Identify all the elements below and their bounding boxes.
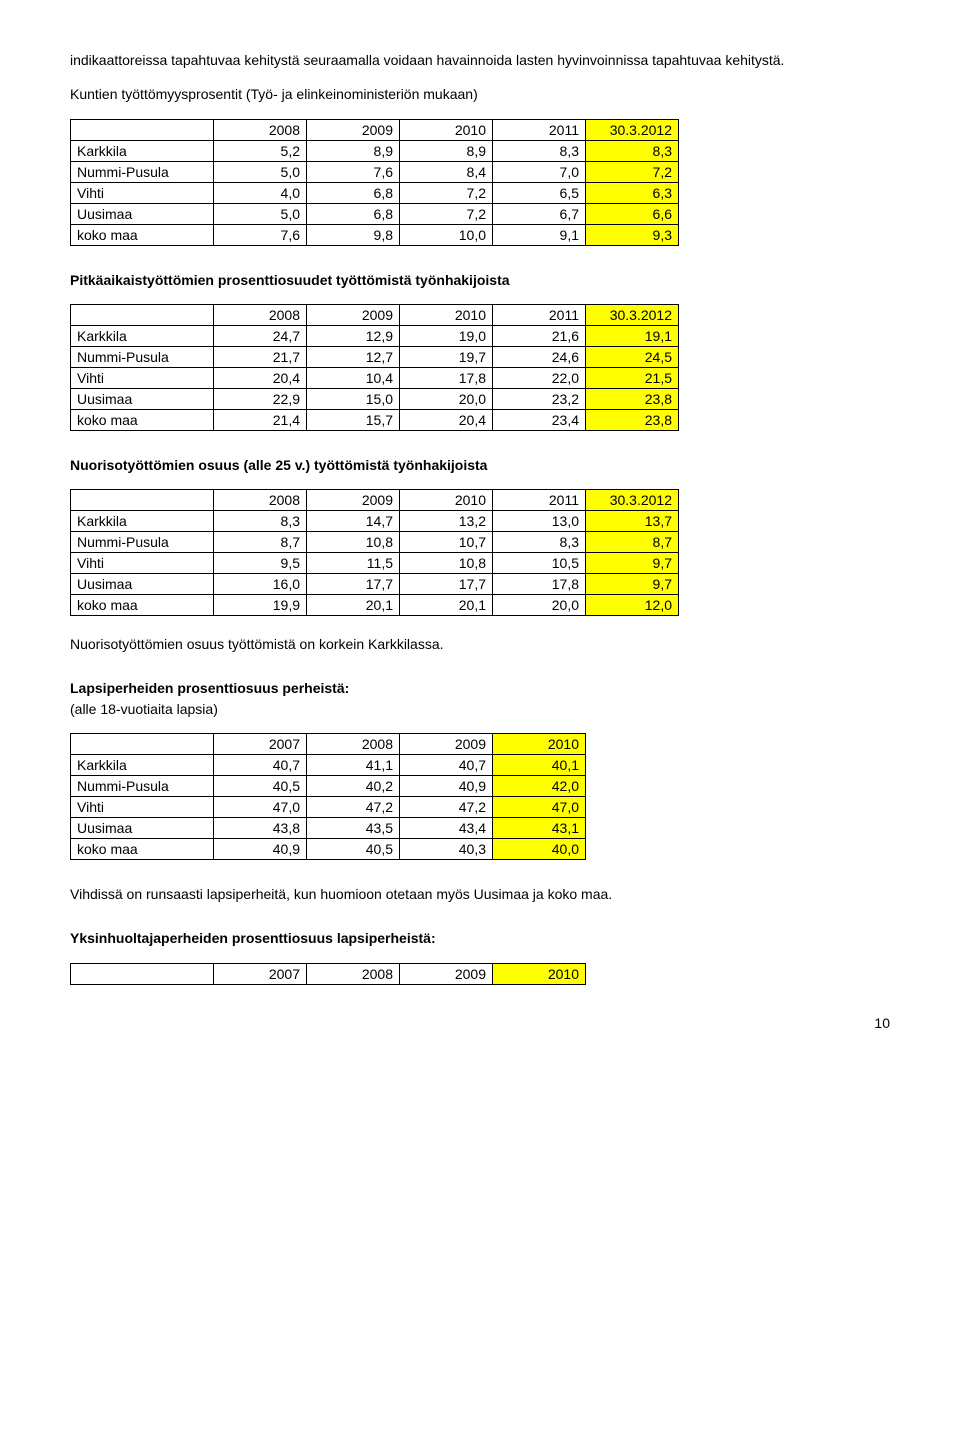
table-header-row: 2008 2009 2010 2011 30.3.2012 bbox=[71, 304, 679, 325]
table-row: koko maa21,415,720,423,423,8 bbox=[71, 409, 679, 430]
intro-paragraph: indikaattoreissa tapahtuvaa kehitystä se… bbox=[70, 50, 890, 70]
table-row: Nummi-Pusula40,540,240,942,0 bbox=[71, 776, 586, 797]
table5-title: Yksinhuoltajaperheiden prosenttiosuus la… bbox=[70, 928, 890, 948]
table3-note: Nuorisotyöttömien osuus työttömistä on k… bbox=[70, 634, 890, 654]
table4-title: Lapsiperheiden prosenttiosuus perheistä:… bbox=[70, 678, 890, 719]
table-row: Uusimaa22,915,020,023,223,8 bbox=[71, 388, 679, 409]
header-cell: 2008 bbox=[214, 119, 307, 140]
table4-note: Vihdissä on runsaasti lapsiperheitä, kun… bbox=[70, 884, 890, 904]
table-row: Vihti47,047,247,247,0 bbox=[71, 797, 586, 818]
table-row: Karkkila24,712,919,021,619,1 bbox=[71, 325, 679, 346]
table-row: koko maa40,940,540,340,0 bbox=[71, 839, 586, 860]
intro-subtitle: Kuntien työttömyysprosentit (Työ- ja eli… bbox=[70, 84, 890, 104]
table-row: Uusimaa43,843,543,443,1 bbox=[71, 818, 586, 839]
table-single-parent: 2007 2008 2009 2010 bbox=[70, 963, 586, 985]
table-families: 2007 2008 2009 2010 Karkkila40,741,140,7… bbox=[70, 733, 586, 860]
header-empty bbox=[71, 119, 214, 140]
table-row: Vihti4,06,87,26,56,3 bbox=[71, 182, 679, 203]
table-row: Karkkila8,314,713,213,013,7 bbox=[71, 511, 679, 532]
table-row: Vihti20,410,417,822,021,5 bbox=[71, 367, 679, 388]
header-cell: 2011 bbox=[493, 119, 586, 140]
table-row: koko maa7,69,810,09,19,3 bbox=[71, 224, 679, 245]
table-row: Karkkila5,28,98,98,38,3 bbox=[71, 140, 679, 161]
header-cell: 2010 bbox=[400, 119, 493, 140]
table-row: Uusimaa16,017,717,717,89,7 bbox=[71, 574, 679, 595]
table-row: Vihti9,511,510,810,59,7 bbox=[71, 553, 679, 574]
table-row: Karkkila40,741,140,740,1 bbox=[71, 755, 586, 776]
page-number: 10 bbox=[70, 1015, 890, 1031]
table-youth: 2008 2009 2010 2011 30.3.2012 Karkkila8,… bbox=[70, 489, 679, 616]
table-row: Nummi-Pusula8,710,810,78,38,7 bbox=[71, 532, 679, 553]
table-header-row: 2007 2008 2009 2010 bbox=[71, 734, 586, 755]
table2-title: Pitkäaikaistyöttömien prosenttiosuudet t… bbox=[70, 270, 890, 290]
header-cell-highlight: 30.3.2012 bbox=[586, 119, 679, 140]
table-row: Nummi-Pusula21,712,719,724,624,5 bbox=[71, 346, 679, 367]
table-header-row: 2008 2009 2010 2011 30.3.2012 bbox=[71, 119, 679, 140]
table-header-row: 2007 2008 2009 2010 bbox=[71, 963, 586, 984]
table-row: koko maa19,920,120,120,012,0 bbox=[71, 595, 679, 616]
table3-title: Nuorisotyöttömien osuus (alle 25 v.) työ… bbox=[70, 455, 890, 475]
table-header-row: 2008 2009 2010 2011 30.3.2012 bbox=[71, 490, 679, 511]
table-longterm: 2008 2009 2010 2011 30.3.2012 Karkkila24… bbox=[70, 304, 679, 431]
table-row: Nummi-Pusula5,07,68,47,07,2 bbox=[71, 161, 679, 182]
table-unemployment: 2008 2009 2010 2011 30.3.2012 Karkkila5,… bbox=[70, 119, 679, 246]
header-cell: 2009 bbox=[307, 119, 400, 140]
table-row: Uusimaa5,06,87,26,76,6 bbox=[71, 203, 679, 224]
